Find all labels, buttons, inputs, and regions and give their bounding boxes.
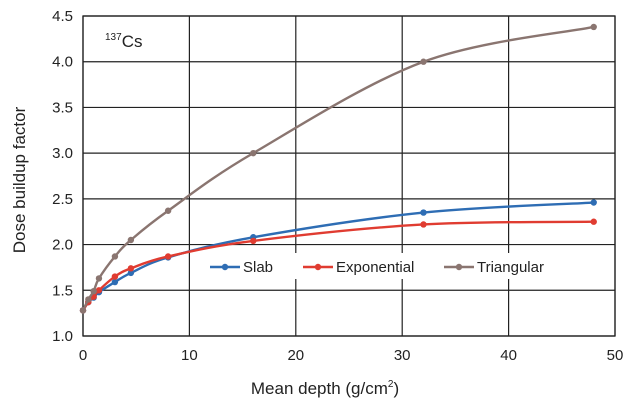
data-point-triangular [164,207,172,214]
y-tick-label: 1.0 [52,328,73,345]
y-tick-label: 4.0 [52,54,73,71]
x-tick-label: 30 [394,347,411,364]
y-tick-labels: 1.0 1.5 2.0 2.5 3.0 3.5 4.0 4.5 [52,8,73,345]
gridlines [82,15,616,337]
legend-background [200,253,570,279]
y-tick-label: 1.5 [52,282,73,299]
y-tick-label: 2.5 [52,191,73,208]
data-point-exponential [111,273,119,280]
data-point-triangular [250,149,257,157]
data-point-exponential [420,221,427,228]
data-point-slab [111,278,119,286]
x-axis-title: Mean depth (g/cm2) [251,379,399,398]
data-point-exponential [590,218,597,225]
data-point-triangular [127,236,135,244]
series-layer [79,23,597,314]
legend-marker-exponential [314,263,322,271]
data-point-slab [127,269,135,277]
data-point-exponential [164,253,172,260]
x-tick-label: 40 [500,347,517,364]
legend-label-triangular: Triangular [477,259,544,276]
legend-marker-triangular [455,263,463,271]
data-point-triangular [590,23,597,31]
data-point-exponential [250,237,257,245]
data-point-triangular [79,307,87,314]
x-tick-labels: 0 10 20 30 40 50 [79,347,624,364]
legend-marker-slab [221,263,229,271]
data-point-slab [420,209,427,216]
y-tick-label: 3.0 [52,145,73,162]
legend-label-slab: Slab [243,259,273,276]
x-tick-label: 10 [181,347,198,364]
data-point-triangular [111,253,119,260]
y-tick-label: 4.5 [52,8,73,25]
y-tick-label: 3.5 [52,99,73,116]
x-tick-label: 20 [287,347,304,364]
data-point-slab [590,199,597,206]
data-point-triangular [85,296,92,303]
legend-label-exponential: Exponential [336,259,414,276]
data-point-triangular [95,275,103,282]
data-point-triangular [420,58,427,65]
data-point-triangular [90,288,97,295]
data-point-exponential [95,287,103,294]
legend: Slab Exponential Triangular [200,253,570,279]
plot-area-frame [82,15,616,337]
isotope-annotation: 137Cs [105,32,142,51]
data-point-exponential [127,265,135,272]
y-axis-title: Dose buildup factor [10,106,29,253]
series-triangular [79,23,597,314]
y-tick-label: 2.0 [52,237,73,254]
x-tick-label: 50 [607,347,624,364]
x-tick-label: 0 [79,347,87,364]
